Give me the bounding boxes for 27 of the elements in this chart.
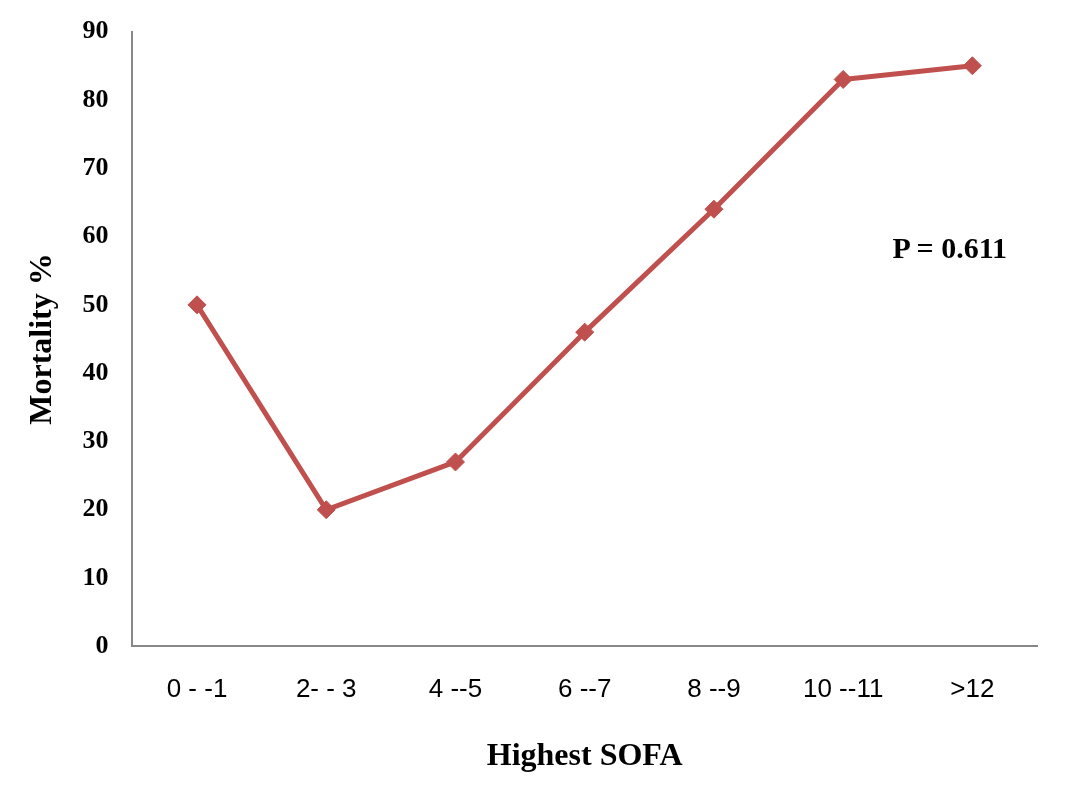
x-tick-label: 8 --9 [687, 673, 741, 704]
point [833, 69, 853, 89]
x-tick-label: 0 - -1 [166, 673, 228, 704]
y-tick-label: 50 [82, 288, 109, 318]
point [704, 199, 724, 219]
y-tick-label: 70 [82, 151, 109, 181]
x-tick-label: >12 [950, 673, 995, 704]
y-tick-label: 80 [82, 83, 109, 113]
annotation: P = 0.611 [892, 230, 1007, 264]
x-tick-label: 2- - 3 [295, 673, 357, 704]
x-tick-label: 10 --11 [802, 673, 884, 704]
point [575, 322, 595, 342]
y-tick-label: 20 [82, 493, 109, 523]
y-tick-label: 10 [82, 561, 109, 591]
y-tick-label: 60 [82, 220, 109, 250]
y-tick-label: 40 [82, 356, 109, 386]
point [316, 500, 336, 520]
x-tick-label: 4 --5 [428, 673, 483, 704]
point [445, 452, 465, 472]
x-tick-label: 6 --7 [557, 673, 612, 704]
point [962, 56, 982, 76]
y-tick-label: 0 [95, 630, 109, 660]
x-axis-title: Highest SOFA [486, 736, 683, 773]
y-tick-label: 30 [82, 425, 109, 455]
point [187, 295, 207, 315]
y-tick-label: 90 [82, 15, 109, 45]
y-axis-title: Mortality % [22, 253, 59, 425]
